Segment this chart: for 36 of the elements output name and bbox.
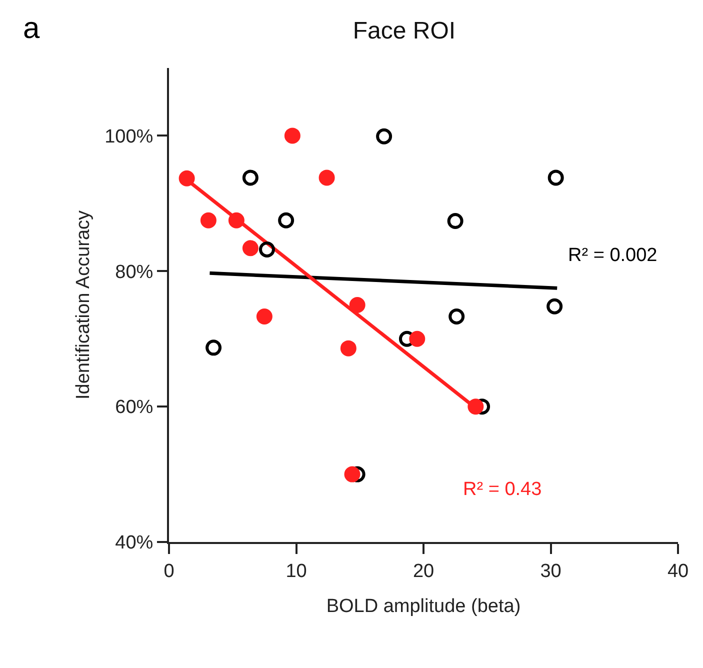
point [206,340,222,356]
point [409,330,426,347]
x-tick-label: 10 [286,560,307,582]
point [318,170,335,186]
x-tick-label: 0 [164,560,174,582]
point [546,298,563,314]
point [376,128,392,144]
annotation: R² = 0.43 [463,479,542,500]
point [284,128,300,144]
point [278,212,294,228]
point [548,170,564,186]
text: a [23,12,40,45]
point [258,241,275,258]
x-axis-title: BOLD amplitude (beta) [326,596,521,618]
point [256,308,272,325]
point [349,297,366,313]
x-tick-label: 20 [412,560,434,582]
point [344,466,360,482]
point [447,213,464,230]
point [468,398,484,415]
y-tick-label: 60% [115,397,154,418]
chart-title: Face ROI [352,17,456,44]
x-tick-label: 30 [540,560,562,582]
y-tick-label: 40% [115,532,154,554]
annotation: R² = 0.002 [568,245,658,266]
point [228,212,244,228]
point [340,340,356,356]
point [178,170,195,186]
point [242,240,258,256]
point [242,170,258,186]
y-tick-label: 100% [104,126,154,148]
y-tick-label: 80% [115,262,154,283]
y-axis-title: Identification Accuracy [72,210,94,400]
point [200,212,216,228]
x-tick-label: 40 [667,560,689,582]
point [448,308,465,325]
